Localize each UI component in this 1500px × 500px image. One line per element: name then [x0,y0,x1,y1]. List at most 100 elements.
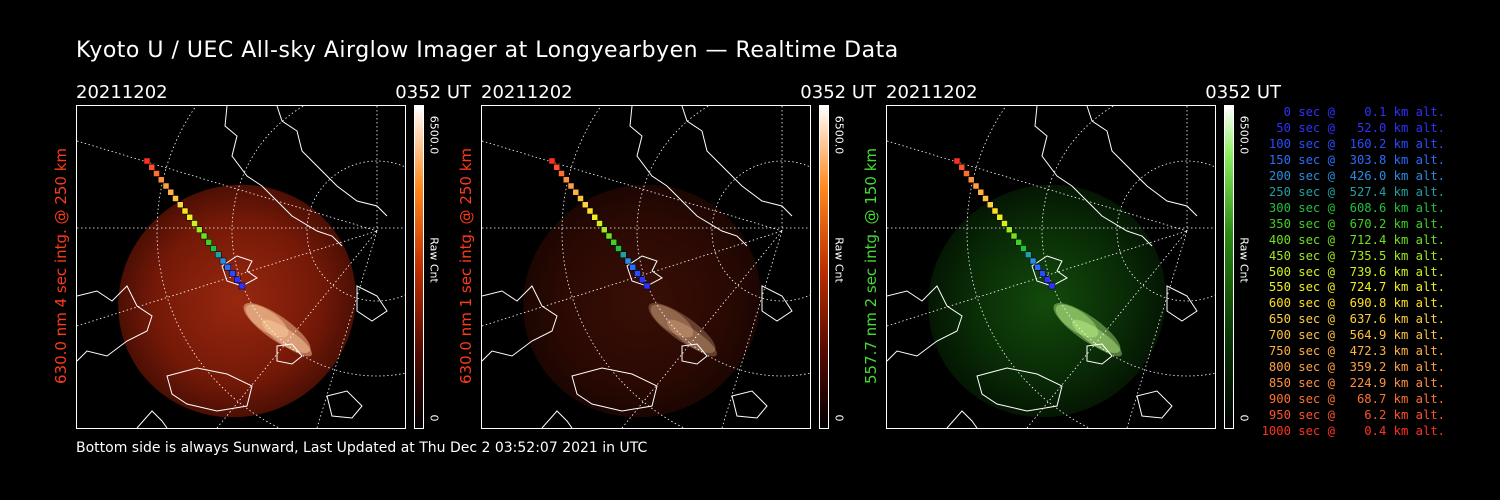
colorbar-min-label: 0 [427,414,441,422]
trajectory-point [558,170,565,177]
legend-row: 300 sec @ 608.6 km alt. [1261,200,1445,215]
panel-time: 0352 UT [395,82,471,103]
coastline [1086,343,1113,365]
coastline [166,367,253,412]
trajectory-point [1029,257,1037,265]
aurora-arc [650,304,694,338]
trajectory-point [167,189,174,196]
footer-note: Bottom side is always Sunward, Last Upda… [76,440,648,456]
colorbar-min-label: 0 [832,414,846,422]
aurora-arc [243,303,311,353]
imager-panel-630nm-4sec: 20211202 0352 UT 630.0 nm 4 sec intg. @ … [52,80,471,432]
coastline [326,390,363,419]
latlon-grid-line [77,230,378,327]
airglow-disk [118,184,356,418]
aurora-arc [1055,304,1099,338]
latlon-grid-line [887,140,1188,232]
panel-time: 0352 UT [800,82,876,103]
panel-ylabel: 630.0 nm 4 sec intg. @ 250 km [50,105,72,427]
latlon-grid-line [711,160,810,302]
trajectory-point [615,245,622,252]
coastline [761,285,793,322]
trajectory-point [548,157,556,165]
legend-row: 600 sec @ 690.8 km alt. [1261,296,1445,311]
trajectory-point [601,226,608,233]
coastline [224,106,343,247]
allsky-image [481,105,811,429]
trajectory-point [563,176,570,183]
colorbar-unit-label: Raw Cnt [1237,237,1251,283]
trajectory-point [177,201,184,208]
coastline [482,285,558,362]
panel-ylabel: 630.0 nm 1 sec intg. @ 250 km [455,105,477,427]
legend-row: 400 sec @ 712.4 km alt. [1261,232,1445,247]
trajectory-point [158,176,165,183]
latlon-grid-line [306,160,405,302]
trajectory-point [210,245,217,252]
trajectory-point [1020,245,1027,252]
trajectory-point [629,264,636,271]
legend-row: 1000 sec @ 0.4 km alt. [1261,424,1445,439]
legend-row: 900 sec @ 68.7 km alt. [1261,392,1445,407]
trajectory-point [591,214,598,221]
legend-row: 950 sec @ 6.2 km alt. [1261,408,1445,423]
legend-row: 50 sec @ 52.0 km alt. [1261,120,1445,135]
coastline [541,410,573,428]
coastline [731,390,768,419]
coastline [571,367,658,412]
allsky-image [76,105,406,429]
imager-panel-557nm-2sec: 20211202 0352 UT 557.7 nm 2 sec intg. @ … [862,80,1281,432]
trajectory-point [953,157,961,165]
legend-row: 500 sec @ 739.6 km alt. [1261,264,1445,279]
trajectory-point [234,276,241,283]
colorbar-unit-label: Raw Cnt [832,237,846,283]
trajectory-point [977,189,984,196]
coastline [276,106,388,217]
trajectory-point [643,282,651,290]
legend-row: 650 sec @ 637.6 km alt. [1261,312,1445,327]
trajectory-point [186,214,193,221]
trajectory-point [620,251,627,258]
coastline [1166,285,1198,322]
coastline [946,410,978,428]
aurora-arc [648,303,716,353]
coastline [221,255,258,287]
colorbar-unit-label: Raw Cnt [427,237,441,283]
trajectory-point [1048,282,1056,290]
panel-ylabel-text: 630.0 nm 4 sec intg. @ 250 km [52,147,70,385]
trajectory-point [582,201,589,208]
airglow-disk [928,184,1166,418]
colorbar [1224,105,1234,429]
colorbar-max-label: 6500.0 [832,115,846,155]
colorbar-min-label: 0 [1237,414,1251,422]
trajectory-point [634,270,641,277]
legend-row: 550 sec @ 724.7 km alt. [1261,280,1445,295]
colorbar [819,105,829,429]
panel-date: 20211202 [481,82,573,103]
trajectory-point [572,189,579,196]
panel-date: 20211202 [886,82,978,103]
trajectory-point [148,164,155,171]
latlon-grid-line [482,230,783,327]
trajectory-point [958,164,965,171]
trajectory-point [991,207,999,215]
trajectory-point [219,257,227,265]
trajectory-point [191,220,198,227]
trajectory-point [982,195,989,202]
panel-time: 0352 UT [1205,82,1281,103]
legend-row: 850 sec @ 224.9 km alt. [1261,376,1445,391]
trajectory-point [238,282,246,290]
latlon-grid-line [77,140,378,232]
trajectory-legend: 0 sec @ 0.1 km alt. 50 sec @ 52.0 km alt… [1260,105,1445,440]
allsky-image [886,105,1216,429]
trajectory-point [1039,270,1046,277]
coastline [77,285,153,362]
coastline [1136,390,1173,419]
trajectory-point [639,276,646,283]
trajectory-point [968,176,975,183]
page-title: Kyoto U / UEC All-sky Airglow Imager at … [76,38,899,63]
trajectory-point [1001,220,1008,227]
coastline [681,106,793,217]
trajectory-point [567,182,575,190]
aurora-arc [1072,319,1122,357]
